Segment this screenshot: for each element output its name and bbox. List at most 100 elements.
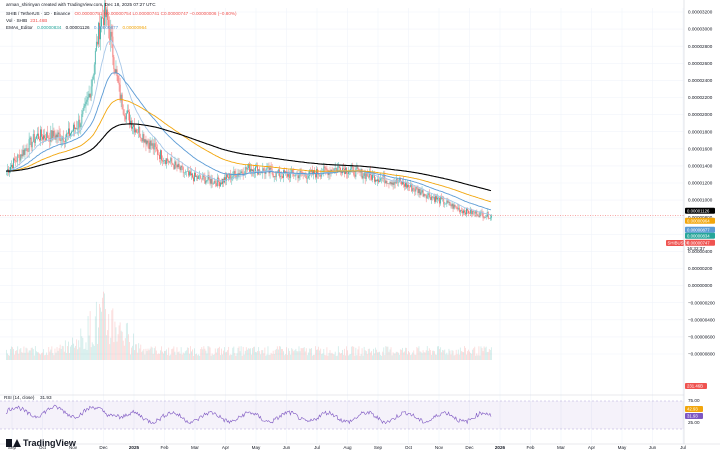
candle-body xyxy=(201,178,203,180)
volume-bar xyxy=(442,350,444,360)
volume-bar xyxy=(27,352,29,360)
candle-body xyxy=(155,147,157,150)
volume-tag xyxy=(685,383,707,389)
ohlc-values: O0.00000751 H0.00000754 L0.00000741 C0.0… xyxy=(74,11,237,16)
volume-bar xyxy=(155,350,157,360)
price-axis-label: 0.00002200 xyxy=(688,95,713,100)
volume-bar xyxy=(158,353,159,360)
candle-body xyxy=(402,181,403,185)
volume-bar xyxy=(272,350,274,360)
candle-body xyxy=(487,212,489,219)
candle-body xyxy=(32,134,34,142)
candle-body xyxy=(422,190,424,197)
volume-bar xyxy=(201,347,203,360)
candle-body xyxy=(210,178,212,184)
volume-bar xyxy=(178,351,180,360)
volume-bar xyxy=(67,346,68,360)
volume-bar xyxy=(227,350,229,360)
candle-body xyxy=(132,126,133,129)
volume-bar xyxy=(295,348,297,360)
candle-body xyxy=(364,173,366,179)
candle-body xyxy=(43,135,44,140)
candle-body xyxy=(253,169,254,174)
volume-bar xyxy=(383,347,385,360)
volume-bar xyxy=(72,337,73,360)
volume-bar xyxy=(200,349,202,360)
volume-bar xyxy=(106,335,108,360)
candle-body xyxy=(272,173,274,178)
candle-body xyxy=(204,177,206,184)
volume-bar xyxy=(212,354,214,360)
time-axis-label: Jul xyxy=(680,445,686,450)
candle-body xyxy=(154,143,156,148)
volume-bar xyxy=(384,355,386,360)
volume-bar xyxy=(135,344,136,360)
candle-body xyxy=(118,82,120,85)
volume-bar xyxy=(186,347,188,360)
volume-bar xyxy=(77,349,79,360)
candle-body xyxy=(44,135,45,139)
volume-bar xyxy=(257,350,258,360)
candle-body xyxy=(305,175,307,179)
volume-bar xyxy=(268,354,270,360)
volume-bar xyxy=(242,346,244,360)
ema-value-3: 0.00000877 xyxy=(93,25,119,30)
candle-body xyxy=(317,169,318,175)
candle-body xyxy=(180,165,182,171)
volume-bar xyxy=(262,350,264,360)
volume-bar xyxy=(7,353,8,360)
volume-bar xyxy=(317,349,318,360)
candle-body xyxy=(42,136,43,140)
candle-body xyxy=(420,192,422,195)
volume-bar xyxy=(23,346,25,360)
candle-body xyxy=(407,184,408,188)
volume-bar xyxy=(359,355,361,360)
volume-bar xyxy=(344,348,345,360)
volume-bar xyxy=(451,350,453,360)
candle-body xyxy=(177,163,179,168)
volume-bar xyxy=(396,351,398,360)
volume-bar xyxy=(261,350,263,360)
volume-bar xyxy=(114,321,116,360)
candle-body xyxy=(19,154,21,161)
candle-body xyxy=(133,125,134,127)
volume-bar xyxy=(386,346,388,360)
tradingview-logo-text: TradingView xyxy=(23,438,76,448)
candle-body xyxy=(379,180,381,183)
symbol-tag xyxy=(666,240,684,246)
candle-body xyxy=(298,175,300,179)
volume-bar xyxy=(453,355,455,360)
volume-bar xyxy=(86,349,88,360)
candle-body xyxy=(216,177,218,187)
candle-body xyxy=(427,193,429,196)
candle-body xyxy=(362,175,364,179)
candle-body xyxy=(335,168,337,172)
candle-body xyxy=(230,173,232,180)
volume-bar xyxy=(137,352,139,360)
price-axis-label: 0.00001200 xyxy=(688,181,713,186)
candle-body xyxy=(266,167,268,171)
candle-body xyxy=(237,173,239,177)
candle-body xyxy=(232,176,234,178)
volume-bar xyxy=(428,348,430,360)
candle-body xyxy=(206,180,208,181)
volume-bar xyxy=(303,347,305,360)
candle-body xyxy=(172,163,174,166)
candle-body xyxy=(273,176,275,178)
time-axis-label: Apr xyxy=(588,445,596,450)
volume-bar xyxy=(91,342,93,360)
volume-bar xyxy=(78,340,80,360)
volume-bar xyxy=(444,349,446,360)
volume-bar xyxy=(369,352,371,360)
volume-bar xyxy=(427,350,429,360)
volume-bar xyxy=(350,354,352,360)
volume-bar xyxy=(220,355,221,360)
volume-bar xyxy=(284,355,285,360)
volume-bar xyxy=(321,354,323,360)
candle-body xyxy=(146,140,148,145)
volume-bar xyxy=(287,354,288,360)
volume-bar xyxy=(231,354,233,360)
candle-body xyxy=(192,173,193,178)
ema-50-line xyxy=(6,72,492,211)
